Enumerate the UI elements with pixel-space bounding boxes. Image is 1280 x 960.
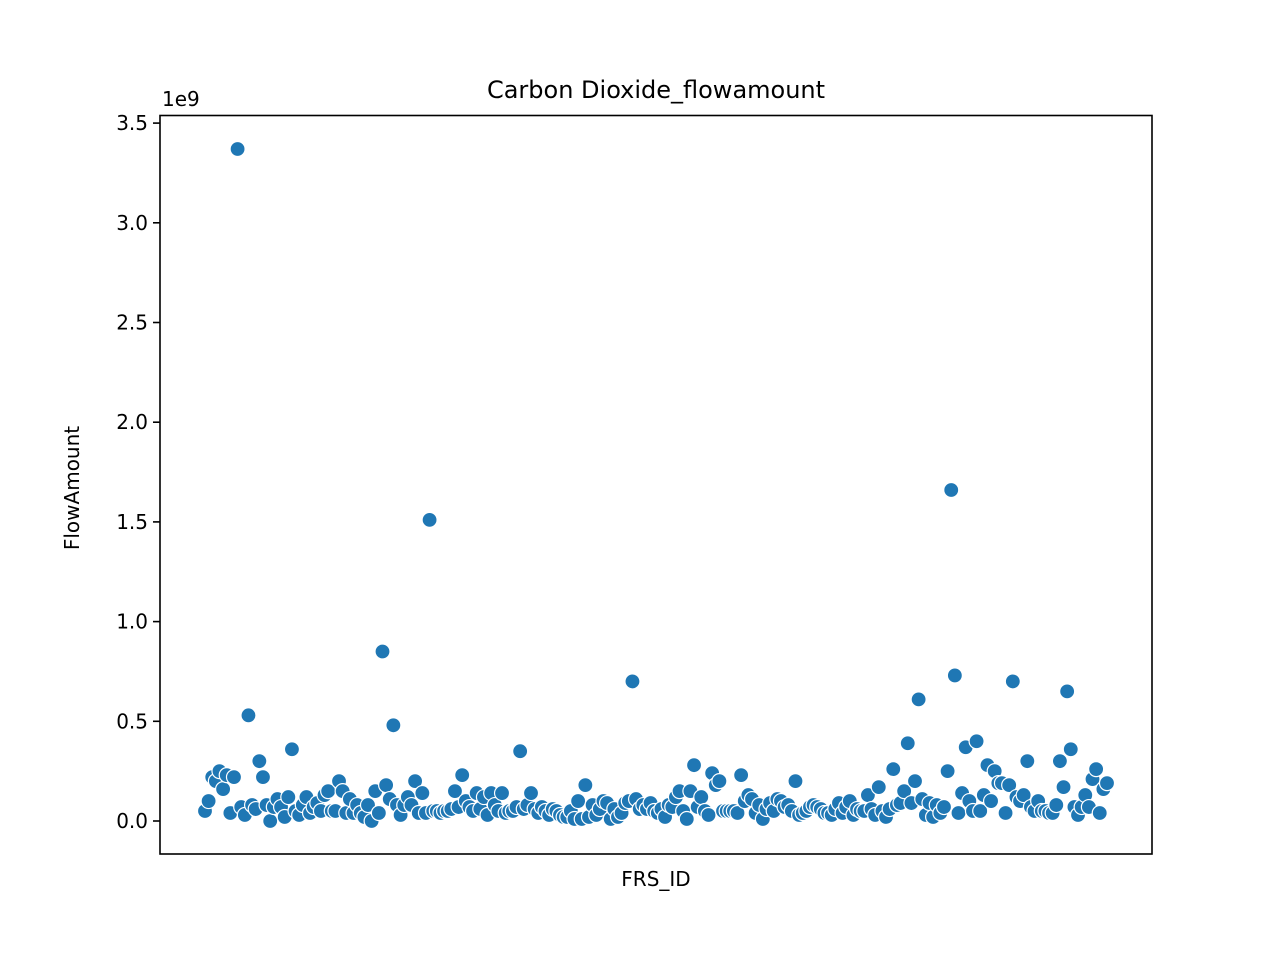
scatter-point <box>733 767 750 784</box>
scatter-point <box>225 769 243 786</box>
scatter-point <box>678 810 695 828</box>
y-axis-offset-label: 1e9 <box>162 87 200 111</box>
scatter-point <box>378 777 395 794</box>
y-tick-label: 0.5 <box>116 709 148 733</box>
y-tick-label: 1.5 <box>116 510 148 534</box>
scatter-point <box>729 804 746 822</box>
scatter-point <box>1062 741 1079 758</box>
y-tick-label: 3.0 <box>116 211 148 235</box>
scatter-point <box>1001 777 1018 794</box>
scatter-point <box>982 792 1000 810</box>
scatter-point <box>280 788 297 806</box>
scatter-point <box>693 788 710 806</box>
scatter-point <box>200 792 217 810</box>
scatter-point <box>711 773 728 790</box>
scatter-point <box>787 773 804 790</box>
scatter-point <box>870 778 887 796</box>
scatter-point <box>700 806 717 824</box>
scatter-point <box>251 753 268 770</box>
scatter-point <box>512 743 529 760</box>
scatter-point <box>254 769 272 786</box>
scatter-point <box>577 777 594 794</box>
scatter-point <box>1015 786 1032 804</box>
scatter-point <box>421 511 438 529</box>
y-tick-label: 3.5 <box>116 111 148 135</box>
plot-frame <box>159 114 1153 855</box>
scatter-point <box>454 767 471 784</box>
scatter-point <box>522 784 540 802</box>
scatter-point <box>370 804 387 822</box>
y-tick-label: 2.5 <box>116 311 148 335</box>
scatter-point <box>229 140 246 158</box>
scatter-point <box>359 796 377 814</box>
scatter-point <box>493 784 511 802</box>
scatter-point <box>374 643 391 660</box>
scatter-point <box>906 773 924 790</box>
scatter-point <box>385 717 402 734</box>
scatter-point <box>972 802 989 820</box>
scatter-point <box>570 792 587 810</box>
scatter-point <box>950 804 967 822</box>
scatter-point <box>1098 775 1116 792</box>
scatter-point <box>943 481 960 499</box>
scatter-point <box>262 812 279 830</box>
y-tick-label: 1.0 <box>116 610 148 634</box>
scatter-point <box>968 733 985 750</box>
scatter-point <box>1004 673 1021 690</box>
y-axis-label: FlowAmount <box>60 426 84 550</box>
scatter-point <box>935 798 953 816</box>
scatter-point <box>885 761 902 778</box>
scatter-point <box>1091 804 1108 822</box>
scatter-point <box>407 773 424 790</box>
scatter-point <box>446 782 464 800</box>
scatter-point <box>624 673 641 690</box>
scatter-points <box>196 140 1116 830</box>
scatter-point <box>1048 796 1065 814</box>
scatter-point <box>1055 778 1072 796</box>
scatter-point <box>910 691 927 708</box>
y-axis: 0.0 0.5 1.0 1.5 2.0 2.5 3.0 3.5 <box>116 111 160 833</box>
scatter-point <box>939 763 956 780</box>
scatter-point <box>1059 683 1076 700</box>
scatter-point <box>414 784 431 802</box>
scatter-point <box>1019 753 1036 770</box>
scatter-point <box>240 707 257 724</box>
chart-title: Carbon Dioxide_flowamount <box>487 76 825 104</box>
scatter-point <box>1051 753 1069 770</box>
scatter-point <box>1088 761 1105 778</box>
scatter-point <box>899 735 916 752</box>
scatter-point <box>215 780 232 798</box>
scatter-point <box>997 804 1014 822</box>
x-axis-label: FRS_ID <box>621 867 690 891</box>
scatter-point <box>896 782 913 800</box>
y-tick-label: 0.0 <box>116 809 148 833</box>
scatter-point <box>283 741 301 758</box>
y-tick-label: 2.0 <box>116 410 148 434</box>
scatter-point <box>685 757 703 774</box>
scatter-point <box>946 667 963 684</box>
